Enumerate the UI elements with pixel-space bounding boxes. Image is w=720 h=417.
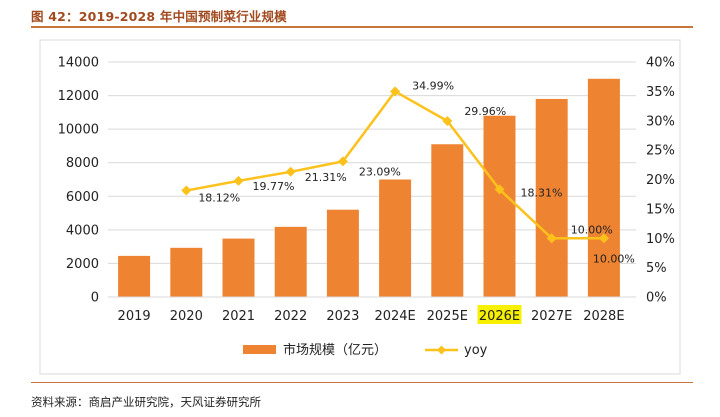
- yoy-marker: [546, 233, 557, 244]
- y-left-tick-label: 14000: [58, 56, 99, 71]
- legend-label-line: yoy: [464, 343, 488, 358]
- bar: [483, 115, 516, 297]
- x-tick-label: 2027E: [531, 309, 572, 324]
- x-tick-label: 2024E: [374, 309, 415, 324]
- bar: [379, 179, 412, 297]
- y-left-tick-label: 12000: [58, 89, 99, 104]
- yoy-marker: [598, 233, 609, 244]
- bar-series: [118, 78, 620, 298]
- yoy-data-label: 21.31%: [305, 171, 347, 184]
- legend-label-bar: 市场规模（亿元）: [283, 342, 387, 358]
- yoy-data-label: 18.12%: [198, 192, 240, 205]
- y-left-tick-label: 6000: [66, 190, 99, 205]
- yoy-data-label: 34.99%: [412, 79, 454, 92]
- x-tick-label: 2019: [118, 309, 151, 324]
- yoy-labels: 18.12% 19.77% 21.31% 23.09% 34.99% 29.96% 18.3…: [198, 79, 635, 265]
- bar: [222, 238, 255, 297]
- x-tick-highlight: [477, 305, 522, 324]
- yoy-marker: [181, 185, 192, 196]
- legend-swatch-bar: [243, 345, 276, 354]
- y-left-tick-label: 10000: [58, 123, 99, 138]
- source-rule: [31, 382, 693, 383]
- yoy-data-label: 18.31%: [521, 186, 563, 199]
- source-note: 资料来源：商启产业研究院，天风证券研究所: [31, 395, 261, 409]
- yoy-data-label: 23.09%: [359, 165, 401, 178]
- y-left-tick-label: 4000: [66, 223, 99, 238]
- yoy-data-label: 10.00%: [593, 252, 635, 265]
- x-tick-label: 2021: [222, 309, 255, 324]
- y-right-tick-label: 20%: [646, 173, 675, 188]
- y-right-tick-label: 30%: [646, 114, 675, 129]
- bar: [170, 247, 203, 297]
- figure-title: 图 42：2019-2028 年中国预制菜行业规模: [31, 9, 287, 24]
- yoy-series: [181, 86, 609, 244]
- x-tick-label: 2025E: [427, 309, 468, 324]
- bar: [587, 78, 620, 298]
- legend-marker-line: [437, 345, 446, 355]
- x-tick-label: 2028E: [583, 309, 624, 324]
- x-tick-label: 2023: [326, 309, 359, 324]
- y-axis-left: 0 2000 4000 6000 8000 10000 12000 14000: [58, 56, 99, 306]
- x-tick-label: 2022: [274, 309, 307, 324]
- yoy-marker: [233, 175, 244, 186]
- y-right-tick-label: 5%: [646, 261, 667, 276]
- y-left-tick-label: 8000: [66, 156, 99, 171]
- y-right-tick-label: 15%: [646, 202, 675, 217]
- yoy-marker: [285, 166, 296, 177]
- bar: [431, 144, 464, 297]
- yoy-marker: [337, 156, 348, 167]
- bar: [535, 98, 568, 297]
- y-right-tick-label: 40%: [646, 56, 675, 71]
- y-right-tick-label: 0%: [646, 291, 667, 306]
- yoy-data-label: 19.77%: [253, 180, 295, 193]
- yoy-data-label: 10.00%: [571, 223, 613, 236]
- yoy-marker: [442, 115, 453, 126]
- bar: [274, 226, 307, 297]
- yoy-marker: [494, 184, 505, 195]
- legend: 市场规模（亿元） yoy: [243, 342, 488, 358]
- x-tick-label: 2026E: [479, 309, 520, 324]
- bar: [326, 209, 359, 297]
- y-left-tick-label: 2000: [66, 257, 99, 272]
- yoy-marker: [390, 86, 401, 97]
- x-tick-label: 2020: [170, 309, 203, 324]
- title-rule: [31, 26, 693, 28]
- y-left-tick-label: 0: [91, 291, 99, 306]
- y-right-tick-label: 10%: [646, 232, 675, 247]
- x-axis: 2019 2020 2021 2022 2023 2024E 2025E 2026E 2027E…: [118, 305, 625, 324]
- bar: [118, 255, 151, 297]
- yoy-data-label: 29.96%: [464, 105, 506, 118]
- plot-area-border: [39, 39, 681, 375]
- y-axis-right: 0% 5% 10% 15% 20% 25% 30% 35% 40%: [646, 56, 675, 306]
- y-right-tick-label: 25%: [646, 144, 675, 159]
- y-right-tick-label: 35%: [646, 85, 675, 100]
